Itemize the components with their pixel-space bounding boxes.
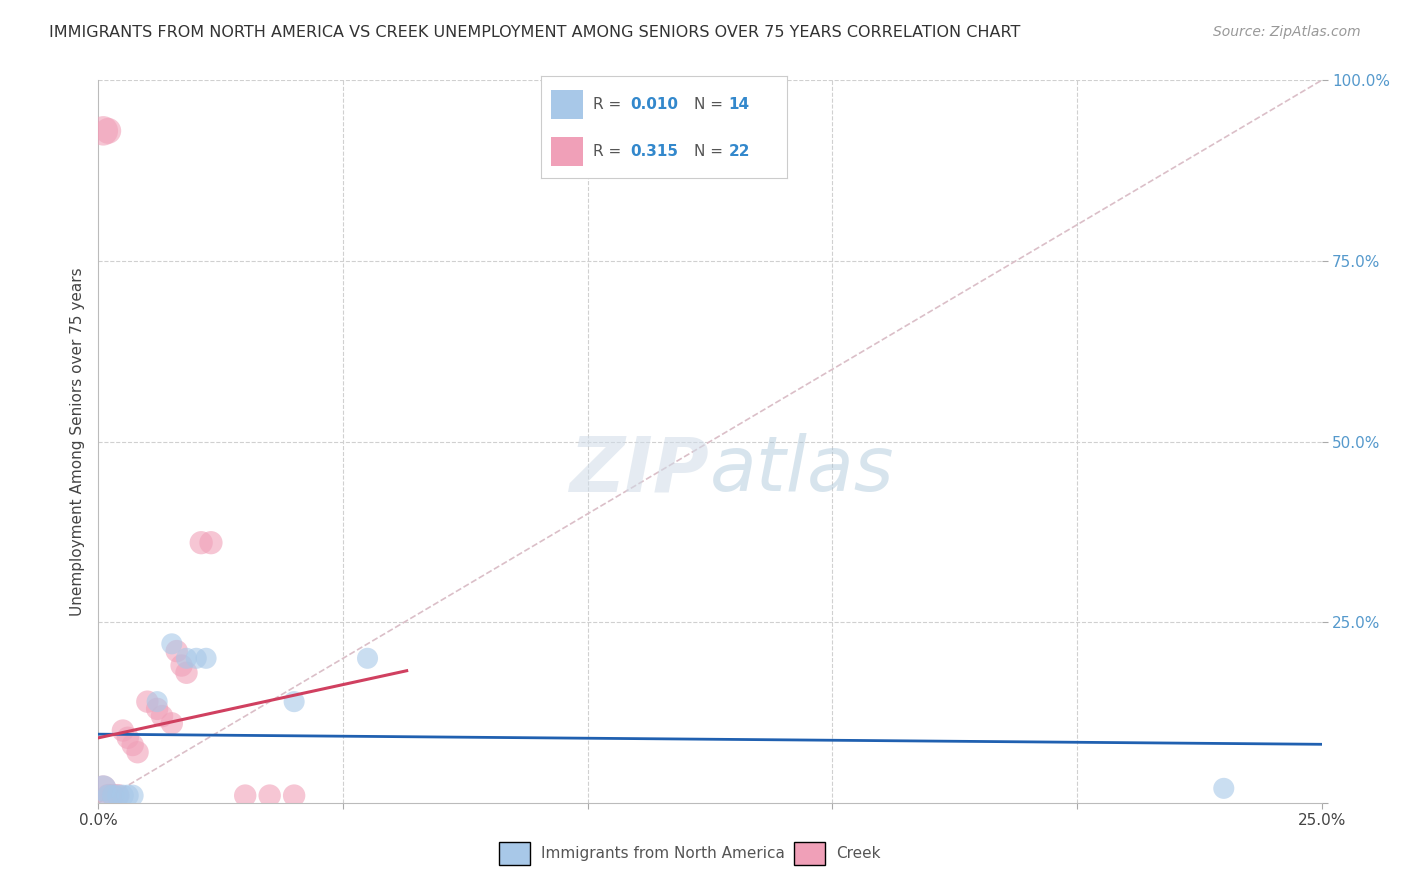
- Text: R =: R =: [593, 145, 626, 160]
- Point: [176, 665, 198, 680]
- Point: [97, 789, 120, 803]
- Point: [117, 789, 139, 803]
- Point: [107, 789, 129, 803]
- Point: [190, 535, 212, 549]
- Point: [117, 731, 139, 745]
- Bar: [551, 90, 583, 119]
- Point: [170, 658, 193, 673]
- Point: [150, 709, 173, 723]
- Text: N =: N =: [695, 145, 728, 160]
- Text: Creek: Creek: [837, 847, 882, 861]
- Point: [166, 644, 188, 658]
- Point: [91, 781, 114, 796]
- Point: [176, 651, 198, 665]
- Point: [146, 695, 169, 709]
- Point: [283, 789, 305, 803]
- Text: 0.010: 0.010: [630, 97, 678, 112]
- Point: [136, 695, 159, 709]
- Point: [160, 637, 183, 651]
- Point: [97, 124, 120, 138]
- Text: IMMIGRANTS FROM NORTH AMERICA VS CREEK UNEMPLOYMENT AMONG SENIORS OVER 75 YEARS : IMMIGRANTS FROM NORTH AMERICA VS CREEK U…: [49, 25, 1021, 40]
- Point: [121, 738, 143, 752]
- Point: [233, 789, 256, 803]
- Point: [121, 789, 143, 803]
- Point: [111, 723, 134, 738]
- Point: [259, 789, 281, 803]
- Point: [127, 745, 149, 759]
- Point: [91, 124, 114, 138]
- Text: 0.315: 0.315: [630, 145, 678, 160]
- Point: [186, 651, 208, 665]
- Text: N =: N =: [695, 97, 728, 112]
- Text: Source: ZipAtlas.com: Source: ZipAtlas.com: [1213, 25, 1361, 39]
- Bar: [551, 137, 583, 166]
- Text: atlas: atlas: [710, 434, 894, 508]
- Point: [356, 651, 378, 665]
- Point: [1212, 781, 1234, 796]
- Point: [160, 716, 183, 731]
- Point: [91, 781, 114, 796]
- Point: [97, 789, 120, 803]
- Point: [195, 651, 218, 665]
- Text: R =: R =: [593, 97, 626, 112]
- Text: 22: 22: [728, 145, 749, 160]
- Point: [101, 789, 124, 803]
- Point: [101, 789, 124, 803]
- Text: 14: 14: [728, 97, 749, 112]
- Y-axis label: Unemployment Among Seniors over 75 years: Unemployment Among Seniors over 75 years: [69, 268, 84, 615]
- Point: [146, 702, 169, 716]
- Point: [107, 789, 129, 803]
- Point: [283, 695, 305, 709]
- Point: [111, 789, 134, 803]
- Text: Immigrants from North America: Immigrants from North America: [541, 847, 785, 861]
- Text: ZIP: ZIP: [571, 434, 710, 508]
- Point: [200, 535, 222, 549]
